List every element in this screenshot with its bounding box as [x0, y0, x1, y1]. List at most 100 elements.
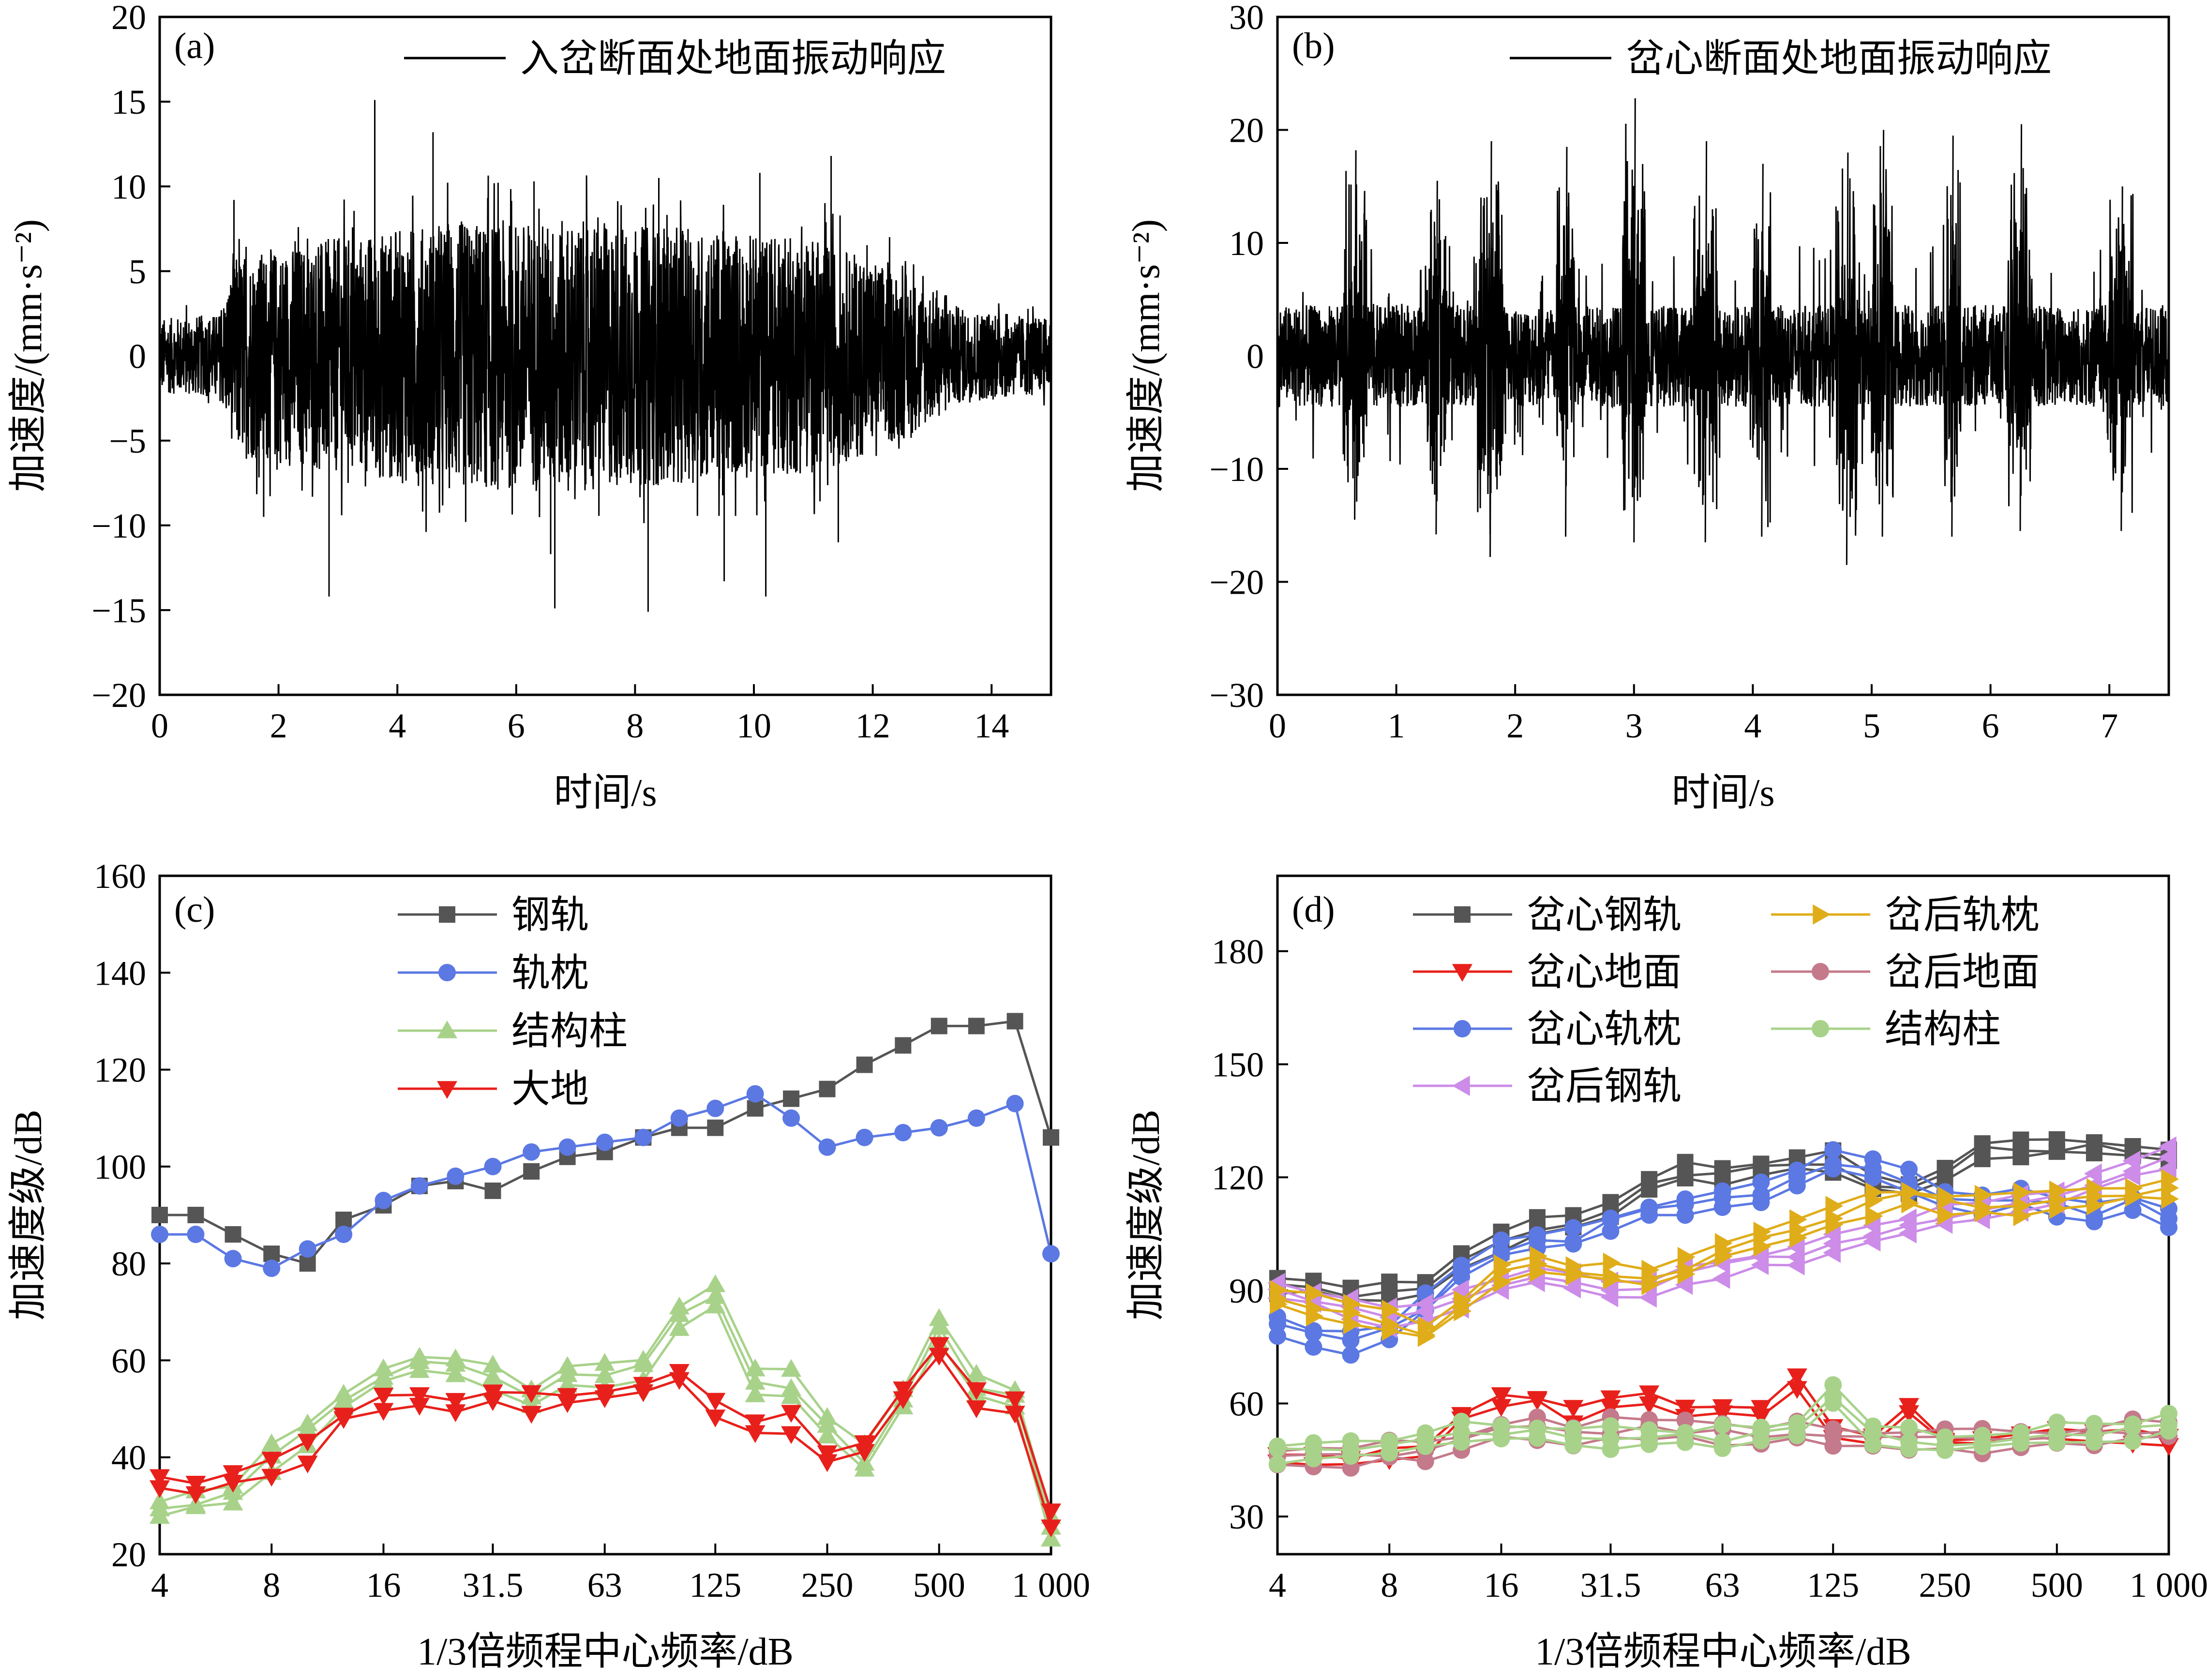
marker-triangle-right: [1603, 1266, 1621, 1287]
marker-triangle-up: [781, 1378, 802, 1396]
x-tick-label: 500: [2031, 1566, 2083, 1605]
series-line: [159, 1294, 1052, 1528]
marker-triangle-down: [223, 1474, 243, 1493]
marker-circle: [2012, 1424, 2030, 1441]
x-tick-label: 6: [508, 706, 525, 745]
y-tick-label: 40: [111, 1439, 146, 1477]
marker-circle: [1305, 1338, 1322, 1356]
marker-circle: [447, 1167, 465, 1185]
marker-circle: [1752, 1173, 1770, 1191]
axes-group: 4 8 16 31.5 63 125 250 500 1 000 20 40 60 80 100 120 14…: [7, 857, 1090, 1673]
marker-triangle-right: [1813, 904, 1831, 925]
marker-triangle-down: [1005, 1391, 1025, 1410]
marker-square: [2012, 1131, 2029, 1148]
marker-circle: [1973, 1426, 1991, 1444]
marker-triangle-right: [1381, 1314, 1400, 1335]
y-tick-label: −20: [1209, 563, 1264, 602]
marker-triangle-down: [482, 1384, 503, 1403]
y-axis-label: 加速度/(mm·s⁻²): [1125, 219, 1168, 492]
x-tick-label: 250: [1919, 1566, 1971, 1605]
marker-circle: [930, 1119, 948, 1137]
y-tick-label: 0: [1246, 337, 1264, 376]
legend-label: 岔后钢轨: [1527, 1065, 1682, 1108]
marker-circle: [1453, 1257, 1471, 1275]
y-axis-label: 加速度级/dB: [1125, 1110, 1168, 1320]
x-tick-label: 1: [1388, 706, 1405, 745]
marker-triangle-down: [409, 1397, 430, 1416]
marker-triangle-down: [745, 1425, 766, 1443]
marker-circle: [1381, 1432, 1398, 1450]
marker-square: [1529, 1209, 1546, 1226]
marker-circle: [1492, 1417, 1510, 1435]
marker-circle: [634, 1128, 652, 1146]
marker-square: [1677, 1154, 1694, 1170]
marker-triangle-down: [1751, 1400, 1772, 1418]
marker-triangle-up: [817, 1425, 838, 1444]
marker-square: [1714, 1160, 1731, 1177]
signal-trace: [159, 100, 1052, 612]
marker-circle: [818, 1138, 836, 1156]
y-axis-label: 加速度/(mm·s⁻²): [7, 219, 50, 492]
x-tick-label: 2: [1506, 706, 1524, 745]
marker-circle: [438, 964, 456, 981]
marker-triangle-left: [2084, 1163, 2102, 1184]
y-tick-label: 0: [129, 337, 146, 376]
marker-circle: [856, 1128, 873, 1146]
x-tick-label: 63: [587, 1566, 622, 1605]
marker-circle: [335, 1226, 353, 1244]
marker-triangle-down: [373, 1388, 394, 1406]
marker-triangle-right: [2087, 1178, 2104, 1199]
x-tick-label: 8: [263, 1566, 280, 1605]
marker-circle: [1269, 1455, 1286, 1473]
marker-square: [439, 906, 455, 923]
marker-triangle-down: [1563, 1400, 1584, 1418]
marker-triangle-right: [1343, 1293, 1361, 1314]
marker-circle: [2048, 1413, 2066, 1431]
marker-triangle-right: [1493, 1254, 1512, 1275]
marker-triangle-down: [185, 1486, 206, 1504]
marker-circle: [1305, 1434, 1322, 1452]
marker-circle: [2124, 1415, 2142, 1433]
x-tick-label: 500: [913, 1566, 965, 1605]
marker-circle: [1824, 1420, 1842, 1438]
marker-triangle-down: [1787, 1381, 1807, 1399]
marker-triangle-down: [261, 1469, 282, 1487]
marker-triangle-left: [1787, 1236, 1805, 1257]
marker-circle: [1564, 1219, 1582, 1237]
marker-triangle-down: [297, 1434, 318, 1452]
marker-triangle-up: [745, 1358, 766, 1377]
marker-triangle-left: [2159, 1136, 2177, 1157]
marker-circle: [1676, 1411, 1694, 1429]
marker-circle: [1864, 1417, 1882, 1435]
marker-triangle-down: [261, 1452, 282, 1470]
marker-triangle-right: [2161, 1169, 2179, 1189]
marker-circle: [706, 1099, 724, 1117]
x-tick-label: 12: [856, 706, 890, 745]
marker-triangle-left: [1415, 1293, 1433, 1314]
marker-triangle-left: [1712, 1268, 1730, 1289]
marker-triangle-down: [445, 1404, 466, 1422]
marker-circle: [1788, 1414, 1806, 1432]
marker-triangle-down: [1675, 1399, 1696, 1418]
marker-triangle-down: [817, 1445, 838, 1463]
series-3: [150, 1337, 1061, 1538]
marker-triangle-up: [633, 1350, 654, 1368]
marker-triangle-up: [261, 1433, 282, 1452]
marker-square: [707, 1119, 724, 1136]
marker-triangle-up: [929, 1308, 949, 1326]
legend-label: 钢轨: [511, 894, 589, 937]
marker-triangle-down: [1491, 1399, 1512, 1417]
marker-circle: [894, 1124, 912, 1141]
marker-circle: [782, 1109, 800, 1127]
y-tick-label: 5: [129, 252, 146, 291]
marker-triangle-down: [1041, 1519, 1061, 1538]
marker-square: [187, 1207, 204, 1223]
marker-circle: [151, 1226, 168, 1244]
marker-circle: [1416, 1424, 1434, 1442]
legend-label: 岔后轨枕: [1885, 894, 2040, 937]
marker-circle: [375, 1191, 392, 1209]
marker-triangle-down: [297, 1455, 318, 1473]
marker-triangle-right: [1974, 1185, 1993, 1205]
x-tick-label: 8: [626, 706, 644, 745]
